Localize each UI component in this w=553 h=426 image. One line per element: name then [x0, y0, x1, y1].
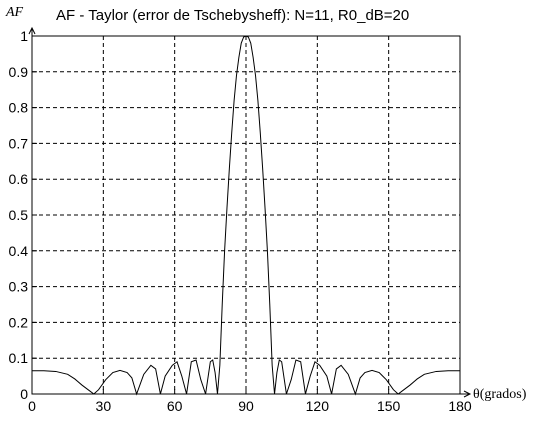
y-tick-label: 0.4: [9, 243, 29, 259]
grid-layer: [32, 36, 460, 394]
y-tick-label: 0.7: [9, 135, 29, 151]
y-tick-label: 0.9: [9, 64, 29, 80]
y-tick-label: 1: [20, 28, 28, 44]
y-tick-label: 0.8: [9, 100, 29, 116]
x-tick-label: 60: [167, 398, 183, 414]
y-axis-label: AF: [5, 5, 24, 20]
x-tick-label: 180: [448, 398, 472, 414]
tick-layer: 0 30 60 90 120 150 180 0 0.1 0.2 0.3 0.4 0.5 0.6 0.7 0.…: [9, 28, 472, 414]
y-tick-label: 0.6: [9, 171, 29, 187]
x-tick-label: 120: [306, 398, 330, 414]
x-axis-arrow-icon: [32, 390, 472, 398]
y-tick-label: 0.1: [9, 350, 29, 366]
x-tick-label: 0: [28, 398, 36, 414]
x-axis-label: θ(grados): [473, 387, 527, 402]
y-axis-arrow-icon: [28, 26, 36, 394]
x-tick-label: 30: [96, 398, 112, 414]
chart-title: AF - Taylor (error de Tschebysheff): N=1…: [56, 7, 409, 24]
y-tick-label: 0: [20, 386, 28, 402]
x-tick-label: 150: [377, 398, 401, 414]
y-tick-label: 0.3: [9, 279, 29, 295]
y-tick-label: 0.2: [9, 314, 29, 330]
x-tick-label: 90: [238, 398, 254, 414]
y-tick-label: 0.5: [9, 207, 29, 223]
series-line-af: [32, 35, 460, 396]
